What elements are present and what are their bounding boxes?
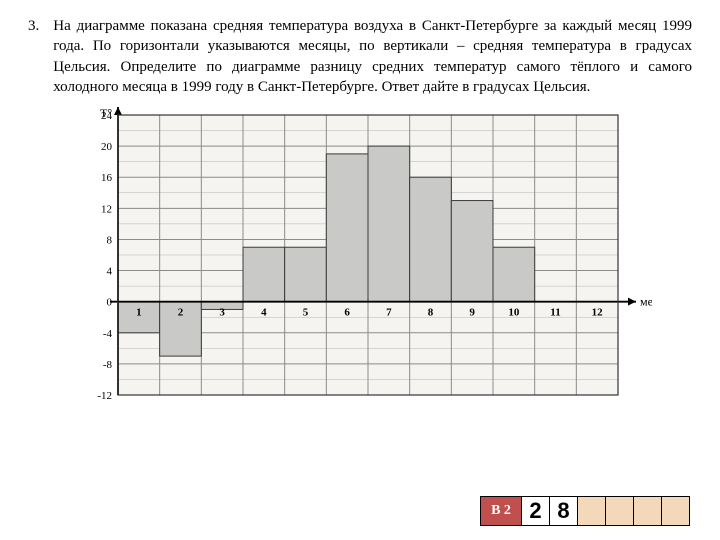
svg-text:12: 12 <box>101 203 112 215</box>
svg-text:12: 12 <box>592 307 604 319</box>
answer-cell-5 <box>662 496 690 526</box>
svg-text:11: 11 <box>550 307 560 319</box>
svg-text:8: 8 <box>428 307 434 319</box>
temperature-bar-chart: 24201612840-4-8-12123456789101112T°месяц… <box>62 107 652 407</box>
svg-text:4: 4 <box>107 266 113 278</box>
answer-cell-3 <box>606 496 634 526</box>
answer-cell-4 <box>634 496 662 526</box>
svg-text:0: 0 <box>107 297 113 309</box>
svg-text:4: 4 <box>261 307 267 319</box>
answer-cell-2 <box>578 496 606 526</box>
task-block: 3. На диаграмме показана средняя темпера… <box>28 16 692 97</box>
answer-cell-1: 8 <box>550 496 578 526</box>
svg-text:16: 16 <box>101 172 113 184</box>
svg-text:T°: T° <box>100 107 112 120</box>
chart-area: 24201612840-4-8-12123456789101112T°месяц… <box>62 107 652 407</box>
svg-text:9: 9 <box>469 307 475 319</box>
svg-text:месяцы: месяцы <box>640 295 652 309</box>
task-text: На диаграмме показана средняя температур… <box>53 16 692 97</box>
svg-text:-8: -8 <box>103 359 113 371</box>
svg-text:-4: -4 <box>103 328 113 340</box>
svg-text:-12: -12 <box>97 390 112 402</box>
svg-text:5: 5 <box>303 307 309 319</box>
svg-text:7: 7 <box>386 307 392 319</box>
answer-row: В 2 28 <box>480 496 690 526</box>
svg-text:20: 20 <box>101 141 113 153</box>
svg-text:1: 1 <box>136 307 142 319</box>
svg-text:2: 2 <box>178 307 184 319</box>
task-number: 3. <box>28 16 39 97</box>
answer-label: В 2 <box>480 496 522 526</box>
svg-text:10: 10 <box>508 307 520 319</box>
svg-text:6: 6 <box>344 307 350 319</box>
svg-text:3: 3 <box>219 307 225 319</box>
svg-text:8: 8 <box>107 234 113 246</box>
answer-cell-0: 2 <box>522 496 550 526</box>
